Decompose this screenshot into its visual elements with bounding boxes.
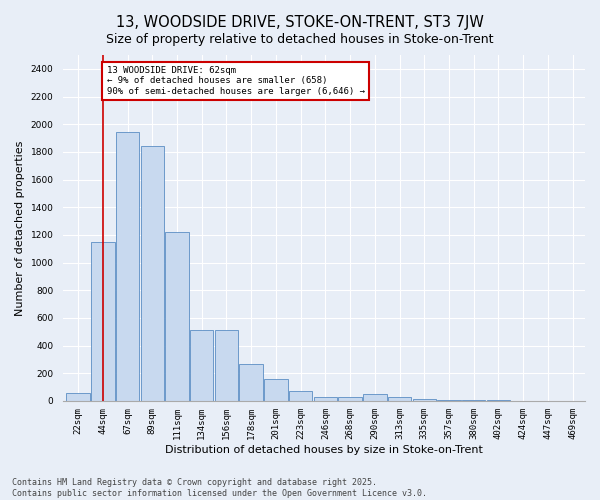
- Bar: [437, 400, 461, 401]
- Bar: [165, 232, 189, 401]
- Text: 13 WOODSIDE DRIVE: 62sqm
← 9% of detached houses are smaller (658)
90% of semi-d: 13 WOODSIDE DRIVE: 62sqm ← 9% of detache…: [107, 66, 365, 96]
- Y-axis label: Number of detached properties: Number of detached properties: [15, 140, 25, 316]
- Text: 13, WOODSIDE DRIVE, STOKE-ON-TRENT, ST3 7JW: 13, WOODSIDE DRIVE, STOKE-ON-TRENT, ST3 …: [116, 15, 484, 30]
- Bar: [264, 379, 287, 401]
- Bar: [91, 242, 115, 401]
- Bar: [487, 400, 510, 401]
- Text: Contains HM Land Registry data © Crown copyright and database right 2025.
Contai: Contains HM Land Registry data © Crown c…: [12, 478, 427, 498]
- Bar: [363, 394, 386, 401]
- Bar: [190, 330, 214, 401]
- Bar: [215, 330, 238, 401]
- Bar: [388, 398, 411, 401]
- Bar: [140, 146, 164, 401]
- Bar: [289, 392, 313, 401]
- X-axis label: Distribution of detached houses by size in Stoke-on-Trent: Distribution of detached houses by size …: [165, 445, 483, 455]
- Text: Size of property relative to detached houses in Stoke-on-Trent: Size of property relative to detached ho…: [106, 32, 494, 46]
- Bar: [116, 132, 139, 401]
- Bar: [413, 399, 436, 401]
- Bar: [67, 392, 90, 401]
- Bar: [314, 397, 337, 401]
- Bar: [338, 397, 362, 401]
- Bar: [239, 364, 263, 401]
- Bar: [462, 400, 485, 401]
